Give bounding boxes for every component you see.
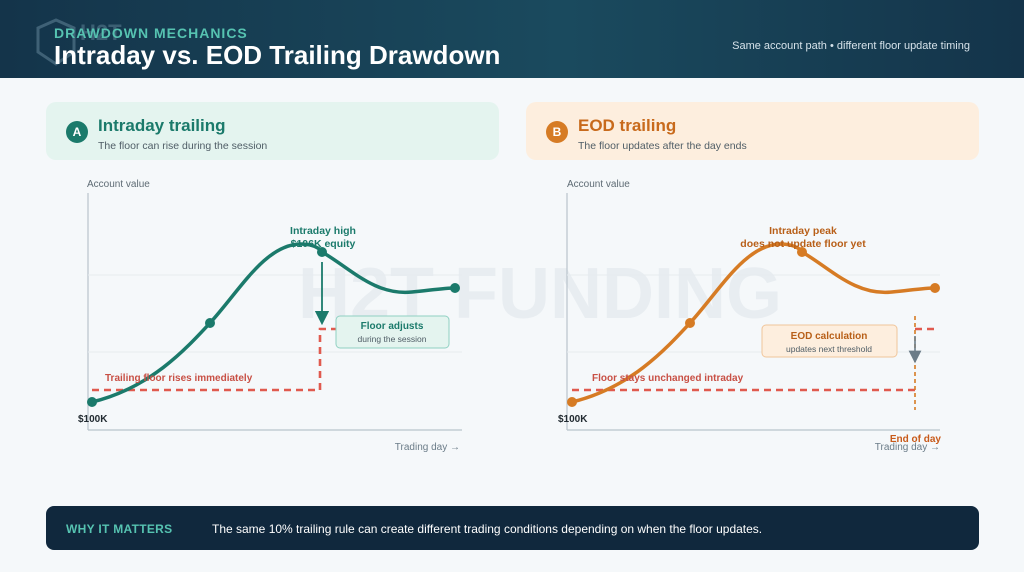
x-axis-label-intraday: Trading day → <box>395 442 460 453</box>
point-peak-intraday <box>317 247 327 257</box>
peak-label-eod-line2: does not update floor yet <box>740 238 866 250</box>
h2t-logo-icon: H2T <box>36 18 122 66</box>
panel-subtitle-eod: The floor updates after the day ends <box>578 140 747 152</box>
footer-label: WHY IT MATTERS <box>66 522 173 536</box>
y-axis-label-eod: Account value <box>567 179 630 190</box>
start-value-label-intraday: $100K <box>78 414 108 425</box>
peak-label-intraday-line2: $106K equity <box>291 238 356 250</box>
peak-label-eod-line1: Intraday peak <box>769 225 837 237</box>
callout-box-intraday <box>335 315 450 349</box>
page-title: Intraday vs. EOD Trailing Drawdown <box>54 40 501 70</box>
point-end-eod <box>930 283 940 293</box>
footer-text: The same 10% trailing rule can create di… <box>212 522 763 536</box>
end-of-day-label: End of day <box>890 434 942 445</box>
panel-intraday: A Intraday trailing The floor can rise d… <box>46 102 499 160</box>
panel-subtitle-intraday: The floor can rise during the session <box>98 140 268 152</box>
panel-eod: B EOD trailing The floor updates after t… <box>526 102 979 160</box>
panel-title-eod: EOD trailing <box>578 116 677 135</box>
y-axis-label-intraday: Account value <box>87 179 150 190</box>
callout-box-eod <box>761 324 898 358</box>
badge-b: B <box>546 121 568 143</box>
account-equity-line-intraday <box>90 242 457 404</box>
account-equity-line-eod <box>570 242 937 404</box>
peak-label-intraday-line1: Intraday high <box>290 225 356 237</box>
point-end-intraday <box>450 283 460 293</box>
footer-banner: WHY IT MATTERS The same 10% trailing rul… <box>46 506 979 550</box>
floor-label-intraday: Trailing floor rises immediately <box>105 373 253 384</box>
point-start-eod <box>567 397 577 407</box>
callout-sub-intraday: during the session <box>358 334 427 344</box>
diagram-canvas: H2T FUNDING Account value Trading day → … <box>78 179 941 453</box>
point-start-intraday <box>87 397 97 407</box>
floor-label-eod: Floor stays unchanged intraday <box>592 373 744 384</box>
point-peak-eod <box>797 247 807 257</box>
x-axis-label-eod: Trading day → <box>875 442 940 453</box>
callout-title-eod: EOD calculation <box>791 331 868 342</box>
callout-title-intraday: Floor adjusts <box>361 321 424 332</box>
page-subtitle: Same account path • different floor upda… <box>732 40 970 52</box>
section-eyebrow: DRAWDOWN MECHANICS <box>54 25 248 41</box>
header-bar: H2T DRAWDOWN MECHANICS Intraday vs. EOD … <box>0 0 1024 78</box>
logo-text: H2T <box>80 20 122 45</box>
point-mid-intraday <box>205 318 215 328</box>
start-value-label-eod: $100K <box>558 414 588 425</box>
point-mid-eod <box>685 318 695 328</box>
panel-title-intraday: Intraday trailing <box>98 116 226 135</box>
chart-eod: Account value Trading day → Intraday pea… <box>558 179 941 453</box>
callout-sub-eod: updates next threshold <box>786 344 872 354</box>
badge-a: A <box>66 121 88 143</box>
chart-intraday: Account value Trading day → Intraday hig… <box>78 179 462 453</box>
